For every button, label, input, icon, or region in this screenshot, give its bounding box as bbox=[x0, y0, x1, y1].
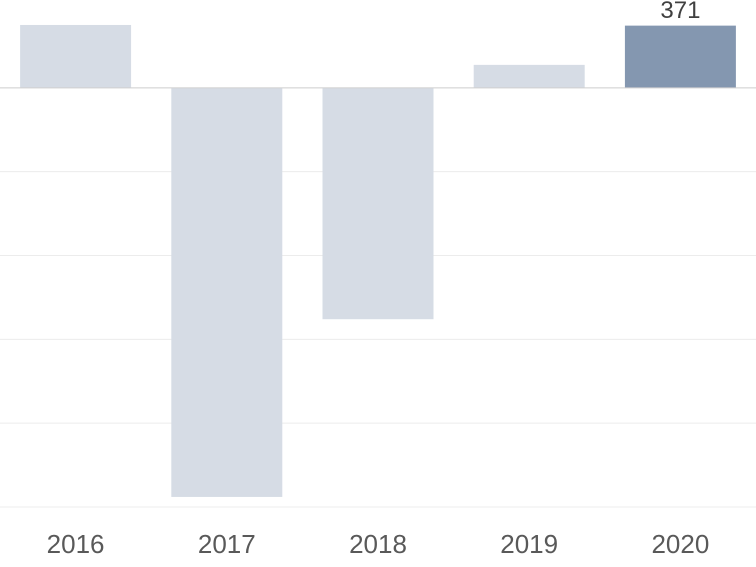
x-tick-label: 2018 bbox=[349, 529, 407, 559]
bar bbox=[473, 64, 585, 88]
bar bbox=[322, 87, 434, 320]
x-tick-label: 2017 bbox=[198, 529, 256, 559]
bar bbox=[171, 87, 283, 497]
x-tick-label: 2016 bbox=[47, 529, 105, 559]
x-tick-label: 2019 bbox=[500, 529, 558, 559]
value-label: 371 bbox=[660, 0, 700, 24]
x-tick-label: 2020 bbox=[651, 529, 709, 559]
bar bbox=[20, 24, 132, 88]
bar bbox=[624, 25, 736, 88]
